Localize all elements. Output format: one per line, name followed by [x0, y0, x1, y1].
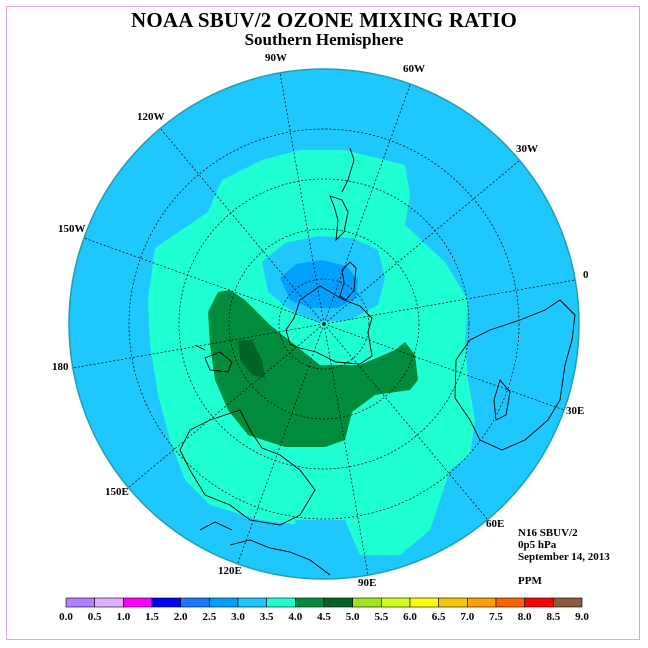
- contour-4-5-region: [238, 340, 265, 378]
- colorbar-swatch: [409, 597, 439, 608]
- low-center-region: [280, 260, 358, 308]
- contour-3-0-notch: [295, 520, 345, 575]
- date-label: September 14, 2013: [518, 551, 610, 563]
- longitude-labels: 90W 60W 30W 0 30E 60E 90E 120E 150E 180 …: [52, 52, 589, 589]
- colorbar-tick-label: 3.0: [231, 611, 245, 623]
- page-frame: [6, 6, 640, 640]
- australia-coast: [179, 409, 316, 526]
- colorbar-swatch: [524, 597, 554, 608]
- map-title: NOAA SBUV/2 OZONE MIXING RATIO: [131, 8, 517, 32]
- colorbar-tick-label: 9.0: [575, 611, 589, 623]
- new-zealand-coast: [194, 344, 233, 373]
- instrument-label: N16 SBUV/2: [518, 527, 578, 539]
- lon-label-90e: 90E: [358, 577, 376, 589]
- colorbar-swatch: [123, 597, 153, 608]
- lon-label-30e: 30E: [566, 405, 584, 417]
- lon-label-60e: 60E: [486, 518, 504, 530]
- colorbar-tick-label: 0.5: [88, 611, 102, 623]
- graticule: [72, 72, 576, 576]
- lon-label-120e: 120E: [218, 565, 242, 577]
- colorbar-swatch: [65, 597, 95, 608]
- coastlines: [179, 147, 576, 576]
- colorbar-tick-label: 6.0: [403, 611, 417, 623]
- colorbar-tick-label: 8.5: [546, 611, 560, 623]
- colorbar-swatch: [295, 597, 325, 608]
- colorbar-tick-label: 4.0: [288, 611, 302, 623]
- lon-label-120w: 120W: [137, 111, 165, 123]
- colorbar-swatch: [381, 597, 411, 608]
- colorbar-swatch: [323, 597, 353, 608]
- africa-coast: [454, 299, 576, 451]
- colorbar-swatch: [553, 597, 583, 608]
- colorbar-tick-label: 7.5: [489, 611, 503, 623]
- madagascar-coast: [493, 379, 511, 421]
- colorbar-tick-label: 4.5: [317, 611, 331, 623]
- lon-label-150w: 150W: [58, 223, 86, 235]
- indonesia-coast: [199, 521, 331, 576]
- colorbar-swatch: [237, 597, 267, 608]
- antarctica-coast: [285, 285, 373, 365]
- lon-label-60w: 60W: [403, 63, 425, 75]
- colorbar-swatch: [151, 597, 181, 608]
- colorbar-swatch: [467, 597, 497, 608]
- colorbar: 0.0 0.5 1.0 1.5 2.0 2.5 3.0 3.5 4.0 4.5 5.0 5.5 6.0 6…: [59, 597, 589, 623]
- colorbar-tick-label: 2.5: [202, 611, 216, 623]
- colorbar-swatch: [438, 597, 468, 608]
- colorbar-tick-label: 5.5: [374, 611, 388, 623]
- map-border: [68, 68, 580, 580]
- colorbar-swatch: [94, 597, 124, 608]
- lon-label-0: 0: [583, 269, 589, 281]
- south-america-coast: [329, 147, 355, 242]
- units-label: PPM: [518, 575, 542, 587]
- colorbar-swatch: [180, 597, 210, 608]
- contour-4-0-region: [208, 290, 418, 447]
- colorbar-swatch: [266, 597, 296, 608]
- lon-label-90w: 90W: [265, 52, 287, 64]
- colorbar-tick-label: 2.0: [174, 611, 188, 623]
- colorbar-tick-label: 6.5: [432, 611, 446, 623]
- colorbar-tick-label: 0.0: [59, 611, 73, 623]
- pressure-level-label: 0p5 hPa: [518, 539, 557, 551]
- contour-3-5-region: [148, 150, 475, 555]
- colorbar-swatch: [209, 597, 239, 608]
- lon-label-180: 180: [52, 361, 69, 373]
- antarctic-peninsula-coast: [339, 261, 357, 301]
- colorbar-tick-label: 7.0: [460, 611, 474, 623]
- map-subtitle: Southern Hemisphere: [244, 30, 404, 49]
- colorbar-tick-label: 5.0: [346, 611, 360, 623]
- colorbar-swatch: [352, 597, 382, 608]
- lon-label-150e: 150E: [105, 486, 129, 498]
- colorbar-swatch: [495, 597, 525, 608]
- lon-label-30w: 30W: [516, 143, 538, 155]
- colorbar-tick-label: 3.5: [260, 611, 274, 623]
- colorbar-tick-label: 1.5: [145, 611, 159, 623]
- colorbar-tick-label: 8.0: [518, 611, 532, 623]
- colorbar-tick-label: 1.0: [116, 611, 130, 623]
